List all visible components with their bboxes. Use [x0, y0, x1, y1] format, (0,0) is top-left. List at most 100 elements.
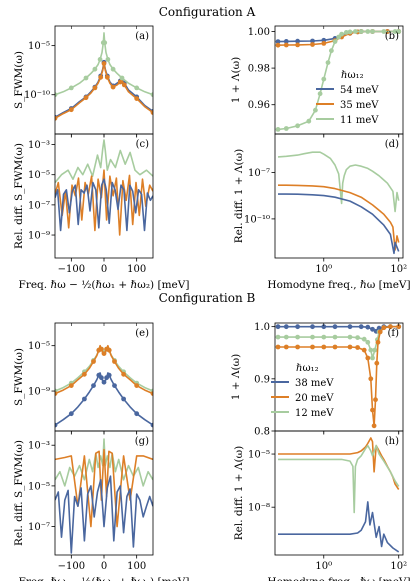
- panel-f-series-3-point: [368, 376, 374, 382]
- panel-a-series-3-point: [105, 57, 111, 62]
- panel-b-series-1-point: [295, 38, 300, 44]
- panel-b-series-3-point: [392, 29, 398, 34]
- panel-h-yticklabel: 10⁻⁸: [248, 503, 270, 514]
- panel-b-series-3-point: [325, 60, 331, 65]
- panel-a-series-3-point: [150, 92, 153, 98]
- panel-f-series-3-point: [371, 423, 377, 429]
- panel-d-label: (d): [385, 139, 399, 150]
- panel-h-series-3-line: [278, 501, 400, 553]
- panel-a-series-2-point: [121, 82, 127, 88]
- panel-f-series-3-point: [375, 339, 381, 345]
- panel-f-series-3-point: [365, 355, 371, 361]
- panel-b-series-3-point: [343, 30, 349, 35]
- panel-a-series-3-point: [55, 92, 58, 98]
- panel-b-series-1-point: [283, 39, 289, 44]
- panel-a-series-2-point: [101, 61, 107, 66]
- panel-a-series-3-point: [102, 40, 108, 46]
- panel-b-series-2-point: [310, 42, 315, 47]
- panel-a-series-3-point: [119, 75, 125, 81]
- panel-h: 10⁰ 10² 10⁻⁵ 10⁻⁸ (h) Rel. diff. 1 + Λ(ω) Homo…: [233, 430, 411, 581]
- panel-f-series-2-point: [370, 355, 375, 361]
- panel-f-series-3-point: [377, 329, 383, 335]
- panel-f-series-2-point: [368, 347, 374, 353]
- panel-b-series-3-point: [339, 31, 344, 37]
- panel-e-series-2-point: [99, 346, 104, 352]
- panel-e-series-3-point: [134, 411, 140, 417]
- panel-f-series-1-point: [321, 324, 327, 330]
- panel-a-series-2-point: [55, 115, 58, 121]
- panel-c-yticklabel: 10⁻⁷: [28, 200, 50, 211]
- panel-e-series-2-point: [101, 351, 107, 356]
- panel-b-plot: [275, 29, 402, 132]
- panel-h-series-1-line: [278, 437, 400, 490]
- panel-c-yticklabel: 10⁻⁹: [28, 231, 50, 242]
- panel-b-series-3-point: [358, 29, 364, 34]
- panel-c-plot: [55, 139, 153, 236]
- panel-e-series-2-point: [150, 391, 153, 396]
- panel-e-series-2-point: [134, 383, 140, 388]
- panel-d-series-3-line: [278, 193, 400, 255]
- panel-b-series-3-point: [295, 123, 300, 129]
- panel-a-series-3-point: [110, 66, 116, 72]
- config-b-title: Configuration B: [159, 291, 256, 305]
- panel-a: 10⁻⁵ 10⁻¹⁰ (a) S_FWM(ω): [13, 25, 154, 138]
- panel-h-yticklabel: 10⁻⁵: [248, 450, 270, 461]
- panel-f-series-1-point: [295, 324, 300, 330]
- panel-d-xlabel: Homodyne freq., ℏω [meV]: [267, 279, 410, 291]
- panel-a-series-3-point: [83, 75, 89, 81]
- panel-a-series-2-point: [98, 74, 104, 80]
- panel-g-xlabel: Freq. ℏω − ½(ℏω₁ + ℏω₂) [meV]: [19, 576, 190, 581]
- panel-g-yticklabel: 10⁻⁷: [28, 522, 50, 533]
- panel-f-series-2-point: [372, 347, 378, 353]
- panel-e-series-2-point: [68, 383, 74, 388]
- panel-e-series-3-point: [68, 411, 74, 417]
- panel-h-xticklabel: 10⁰: [315, 561, 332, 572]
- panel-d-yticklabel: 10⁻¹⁰: [244, 214, 270, 225]
- panel-b-series-3-point: [396, 29, 402, 34]
- panel-f-series-3-point: [396, 324, 402, 330]
- panel-f-yticklabel: 0.9: [254, 374, 270, 385]
- panel-c-series-3-line: [55, 178, 153, 232]
- panel-b-series-3-point: [332, 39, 338, 44]
- panel-a-series-2-point: [110, 84, 116, 90]
- panel-b: 0.96 0.98 1.00 (b) 1 + Λ(ω): [230, 25, 404, 138]
- panel-e-series-3-point: [82, 396, 87, 402]
- panel-e-series-2-point: [121, 371, 126, 377]
- panel-b-series-3-point: [313, 107, 318, 113]
- panel-g-ylabel: Rel. diff. S_FWM(ω): [13, 440, 25, 546]
- panel-a-series-2-point: [68, 107, 74, 113]
- legend-b-entry-3: 12 meV: [295, 408, 334, 419]
- panel-h-plot: [278, 437, 400, 553]
- panel-f-series-1-point: [332, 324, 338, 330]
- panel-e-ylabel: S_FWM(ω): [13, 348, 25, 406]
- panel-e-series-2-point: [112, 359, 117, 364]
- panel-b-series-1-point: [275, 39, 281, 44]
- panel-f-series-3-point: [374, 360, 380, 366]
- panel-c-label: (c): [136, 139, 150, 150]
- panel-f-series-2-point: [361, 336, 367, 342]
- panel-c-series-2-line: [55, 169, 153, 236]
- panel-b-label: (b): [385, 31, 399, 42]
- panel-e-series-2-point: [91, 359, 96, 364]
- panel-g-series-1-line: [55, 438, 153, 487]
- panel-h-series-2-line: [278, 444, 400, 514]
- panel-e-series-3-point: [55, 422, 58, 428]
- legend-a-entry-1: 54 meV: [340, 85, 379, 96]
- panel-b-yticklabel: 0.96: [248, 100, 270, 111]
- panel-g-xticklabel: 100: [127, 561, 146, 572]
- legend-b-title: ℏω₁₂: [296, 363, 319, 374]
- panel-e-yticklabel: 10⁻⁹: [28, 387, 50, 398]
- panel-f-series-2-point: [275, 334, 281, 340]
- panel-g-xticklabel: −100: [58, 561, 85, 572]
- panel-f-series-2-point: [310, 334, 315, 340]
- panel-c-series-1-line: [55, 139, 153, 184]
- panel-b-series-3-point: [381, 29, 387, 34]
- panel-e-plot: [55, 344, 153, 428]
- panel-e-series-3-point: [101, 379, 107, 385]
- panel-a-series-2-point: [150, 110, 153, 115]
- panel-c-xticklabel: 100: [127, 264, 146, 275]
- panel-b-series-2-point: [283, 42, 289, 48]
- panel-f-series-3-point: [275, 344, 281, 350]
- legend-a-entry-2: 35 meV: [340, 100, 379, 111]
- panel-f-series-3-point: [373, 397, 378, 403]
